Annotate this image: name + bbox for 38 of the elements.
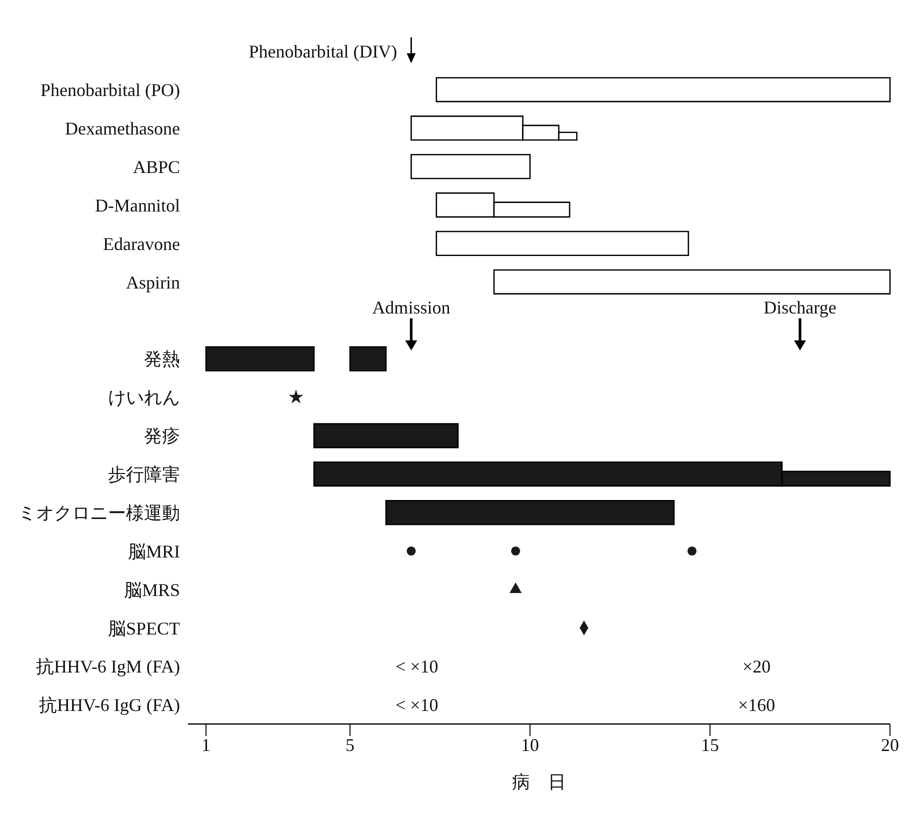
y-tick-label: 脳MRS bbox=[124, 580, 180, 600]
ref-line-label: Admission bbox=[372, 297, 450, 318]
y-tick-label: Dexamethasone bbox=[65, 118, 180, 138]
y-tick-label: 脳MRI bbox=[128, 541, 180, 562]
y-tick-label: 抗HHV-6 IgG (FA) bbox=[39, 695, 180, 716]
x-tick-label: 1 bbox=[202, 734, 210, 755]
x-axis-title: 病 日 bbox=[512, 772, 566, 792]
bar bbox=[410, 154, 531, 180]
x-tick-label: 10 bbox=[521, 734, 539, 755]
y-tick-label: 歩行障害 bbox=[108, 464, 180, 484]
y-tick-label: Edaravone bbox=[103, 234, 180, 254]
annotation: ×160 bbox=[738, 694, 776, 715]
bar bbox=[436, 77, 891, 102]
point bbox=[288, 390, 304, 404]
y-tick-label: 発熱 bbox=[144, 349, 180, 370]
y-tick-label: D-Mannitol bbox=[95, 195, 180, 216]
annotation: < ×10 bbox=[395, 656, 438, 676]
x-tick-label: 15 bbox=[701, 734, 719, 755]
y-tick-label: 脳SPECT bbox=[108, 618, 180, 638]
ref-line-label: Discharge bbox=[764, 297, 836, 318]
x-tick-label: 5 bbox=[346, 734, 354, 755]
bar bbox=[436, 230, 690, 256]
y-tick-label: 発疹 bbox=[144, 426, 180, 446]
y-tick-label: 抗HHV-6 IgM (FA) bbox=[36, 656, 180, 677]
y-tick-label: ミオクロニー様運動 bbox=[18, 502, 180, 523]
y-tick-label: Aspirin bbox=[126, 272, 180, 292]
y-tick-label: ABPC bbox=[132, 156, 180, 177]
annotation: ×20 bbox=[742, 656, 771, 676]
annotation: < ×10 bbox=[395, 694, 438, 715]
x-tick-label: 20 bbox=[881, 734, 899, 755]
y-tick-label: けいれん bbox=[108, 388, 180, 408]
point bbox=[687, 546, 697, 556]
point bbox=[511, 546, 520, 556]
bar bbox=[349, 346, 387, 372]
point bbox=[406, 546, 416, 556]
bar bbox=[493, 269, 891, 294]
ref-line-label: Phenobarbital (DIV) bbox=[248, 42, 398, 62]
y-tick-label: Phenobarbital (PO) bbox=[40, 80, 180, 100]
